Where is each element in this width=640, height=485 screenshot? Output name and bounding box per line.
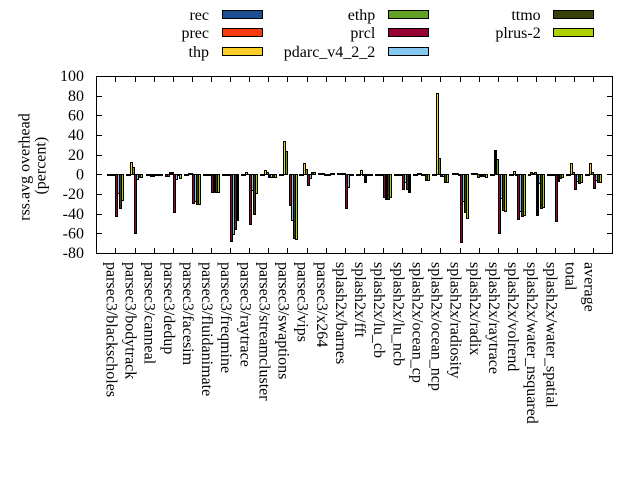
svg-text:splash2x/water_spatial: splash2x/water_spatial xyxy=(542,262,559,408)
svg-text:prcl: prcl xyxy=(350,25,375,42)
svg-text:60: 60 xyxy=(68,108,84,125)
svg-text:splash2x/lu_ncb: splash2x/lu_ncb xyxy=(389,262,406,366)
svg-text:plrus-2: plrus-2 xyxy=(495,25,540,42)
svg-text:parsec3/vips: parsec3/vips xyxy=(294,262,311,342)
svg-text:parsec3/blackscholes: parsec3/blackscholes xyxy=(103,262,120,397)
svg-text:thp: thp xyxy=(189,44,209,61)
svg-text:ethp: ethp xyxy=(348,7,376,24)
svg-text:splash2x/ocean_cp: splash2x/ocean_cp xyxy=(408,262,425,383)
svg-text:splash2x/volrend: splash2x/volrend xyxy=(504,262,521,371)
svg-text:-20: -20 xyxy=(63,186,84,203)
svg-text:total: total xyxy=(561,262,578,291)
svg-text:parsec3/x264: parsec3/x264 xyxy=(313,262,330,347)
svg-text:parsec3/raytrace: parsec3/raytrace xyxy=(236,262,253,367)
svg-text:parsec3/streamcluster: parsec3/streamcluster xyxy=(255,262,272,401)
svg-text:splash2x/raytrace: splash2x/raytrace xyxy=(485,262,502,374)
svg-text:parsec3/facesim: parsec3/facesim xyxy=(179,262,196,366)
svg-text:-40: -40 xyxy=(63,206,84,223)
svg-text:splash2x/radiosity: splash2x/radiosity xyxy=(447,262,464,378)
svg-text:pdarc_v4_2_2: pdarc_v4_2_2 xyxy=(284,44,376,61)
svg-text:40: 40 xyxy=(68,127,84,144)
svg-text:parsec3/fluidanimate: parsec3/fluidanimate xyxy=(198,262,215,396)
svg-text:splash2x/lu_cb: splash2x/lu_cb xyxy=(370,262,387,358)
svg-text:splash2x/water_nsquared: splash2x/water_nsquared xyxy=(523,262,540,424)
svg-text:ttmo: ttmo xyxy=(511,7,540,24)
svg-text:(percent): (percent) xyxy=(33,137,50,195)
svg-text:parsec3/swaptions: parsec3/swaptions xyxy=(275,262,292,379)
svg-text:parsec3/bodytrack: parsec3/bodytrack xyxy=(122,262,139,379)
svg-text:rec: rec xyxy=(189,7,209,24)
svg-text:0: 0 xyxy=(76,167,84,184)
svg-text:splash2x/radix: splash2x/radix xyxy=(466,262,483,355)
svg-text:rss.avg overhead: rss.avg overhead xyxy=(17,113,34,221)
svg-text:80: 80 xyxy=(68,88,84,105)
svg-text:average: average xyxy=(581,262,598,312)
svg-text:100: 100 xyxy=(60,68,84,85)
svg-text:parsec3/freqmine: parsec3/freqmine xyxy=(217,262,234,373)
svg-text:-80: -80 xyxy=(63,245,84,262)
svg-text:20: 20 xyxy=(68,147,84,164)
svg-text:parsec3/canneal: parsec3/canneal xyxy=(141,262,158,365)
svg-text:splash2x/barnes: splash2x/barnes xyxy=(332,262,349,364)
svg-text:splash2x/ocean_ncp: splash2x/ocean_ncp xyxy=(428,262,445,391)
svg-text:prec: prec xyxy=(181,25,209,42)
svg-text:parsec3/dedup: parsec3/dedup xyxy=(160,262,177,354)
svg-text:splash2x/fft: splash2x/fft xyxy=(351,262,368,338)
svg-text:-60: -60 xyxy=(63,226,84,243)
